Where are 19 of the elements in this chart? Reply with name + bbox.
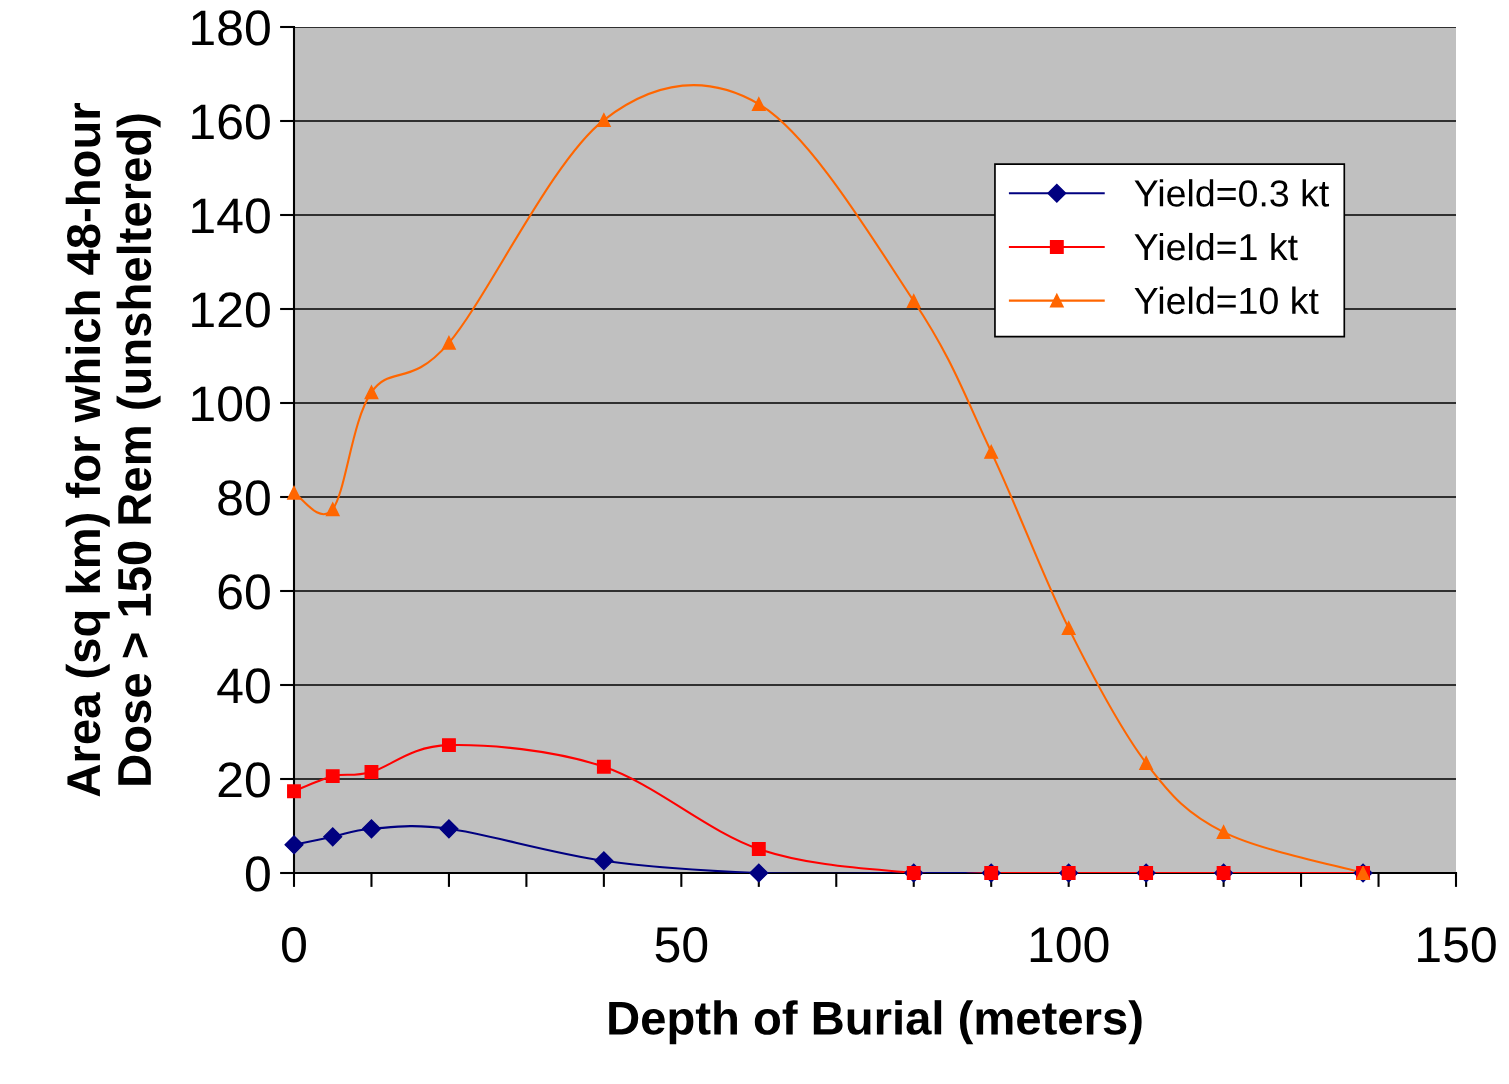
y-tick-label: 80 [218,480,270,516]
x-axis-title: Depth of Burial (meters) [609,1000,1142,1045]
y-tick-label: 120 [192,292,270,328]
legend-label: Yield=1 kt [1134,232,1298,261]
legend-label: Yield=0.3 kt [1134,179,1330,207]
y-tick-label: 100 [192,386,270,422]
y-tick-label: 140 [192,198,270,234]
y-axis-title: Area (sq km) for which 48-hour Dose > 150 Rem (unsheltered) [65,103,161,797]
y-tick-label: 180 [192,10,270,46]
y-tick-label: 60 [218,574,270,610]
y-tick-label: 20 [218,762,270,798]
x-tick-label: 0 [282,927,306,963]
y-tick-label: 40 [217,668,270,704]
y-tick-label: 0 [245,856,270,892]
x-tick-label: 100 [1030,927,1109,963]
y-tick-label: 160 [192,104,270,140]
x-tick-label: 150 [1418,927,1496,963]
x-tick-label: 50 [655,927,708,963]
legend-label: Yield=10 kt [1134,286,1319,315]
